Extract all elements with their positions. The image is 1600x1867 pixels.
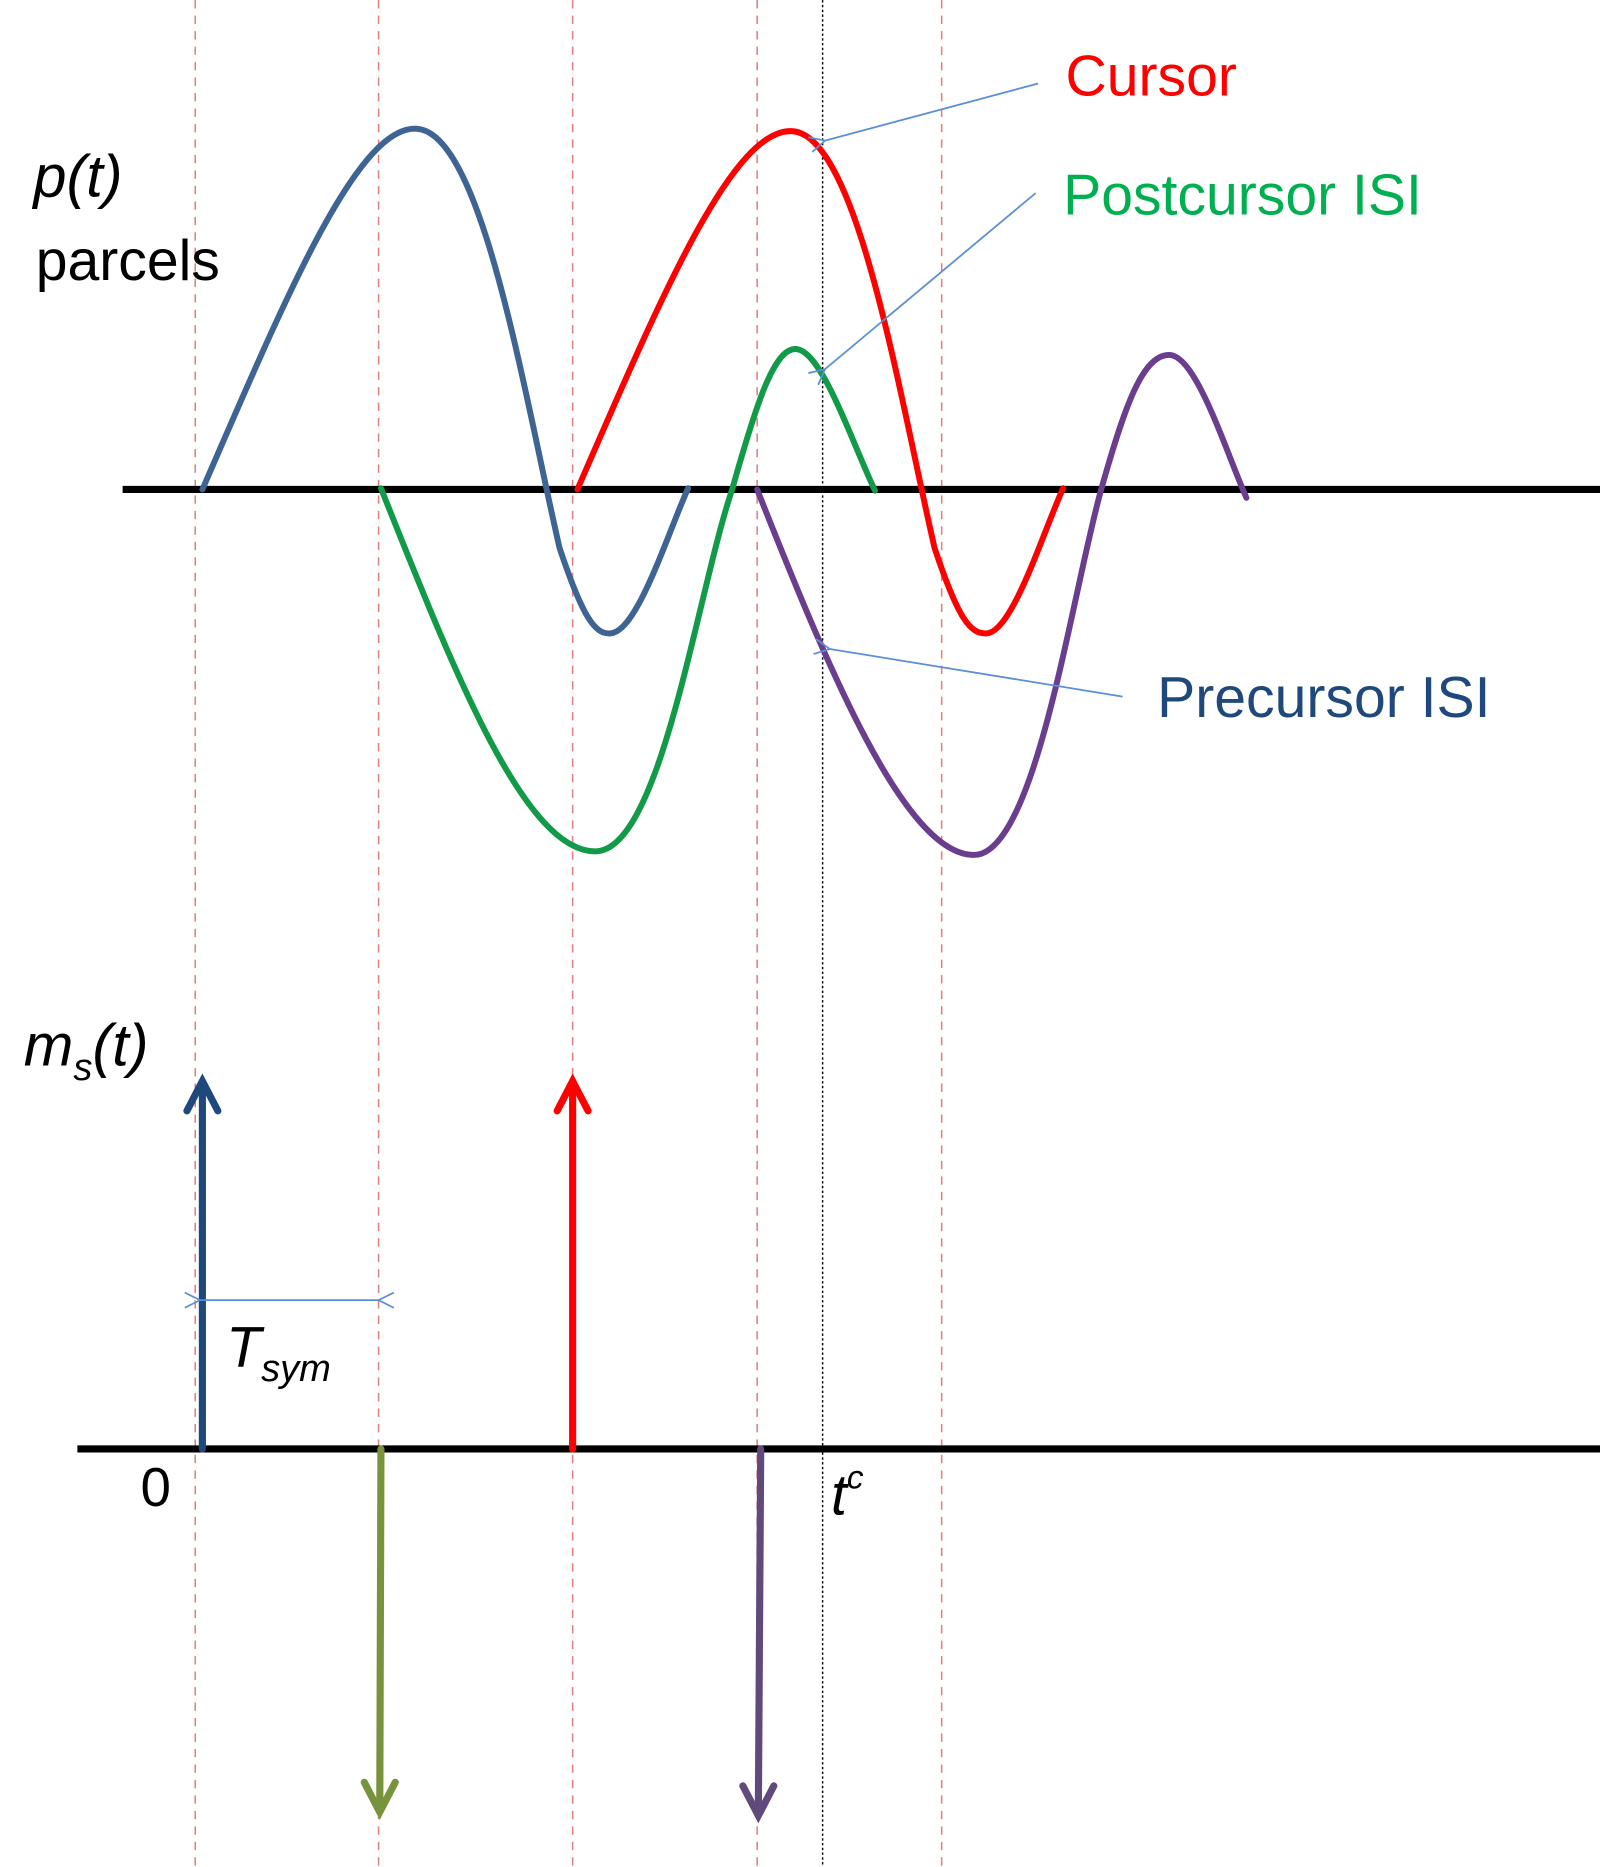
trailing-pulse-curve (754, 351, 1250, 858)
t-sym-label: Tsym (226, 1316, 331, 1390)
postcursor-label: Postcursor ISI (1063, 163, 1422, 227)
impulse-up-blue (183, 1073, 222, 1453)
impulse-down-green (360, 1445, 399, 1820)
postcursor-pulse-curve (377, 345, 878, 855)
parcels-label: parcels (36, 229, 220, 293)
symbol-period-gridlines (194, 0, 943, 1867)
m-s-t-label: ms(t) (24, 1012, 149, 1089)
impulse-down-purple (739, 1445, 778, 1824)
cursor-label: Cursor (1065, 44, 1236, 108)
precursor-annotation-arrow (813, 638, 1123, 698)
p-t-label: p(t) (31, 143, 122, 210)
t-c-label: tc (831, 1459, 864, 1527)
impulse-up-red (553, 1073, 592, 1453)
precursor-pulse-curve (199, 125, 692, 637)
precursor-label: Precursor ISI (1157, 666, 1490, 730)
cursor-annotation-arrow (808, 82, 1039, 153)
origin-label: 0 (140, 1456, 170, 1518)
cursor-pulse-curve (574, 128, 1067, 637)
postcursor-annotation-arrow (808, 192, 1037, 386)
